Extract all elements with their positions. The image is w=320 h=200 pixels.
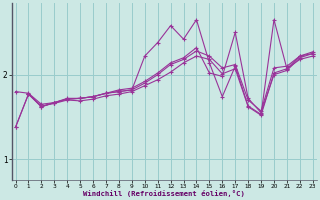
X-axis label: Windchill (Refroidissement éolien,°C): Windchill (Refroidissement éolien,°C) [83, 190, 245, 197]
